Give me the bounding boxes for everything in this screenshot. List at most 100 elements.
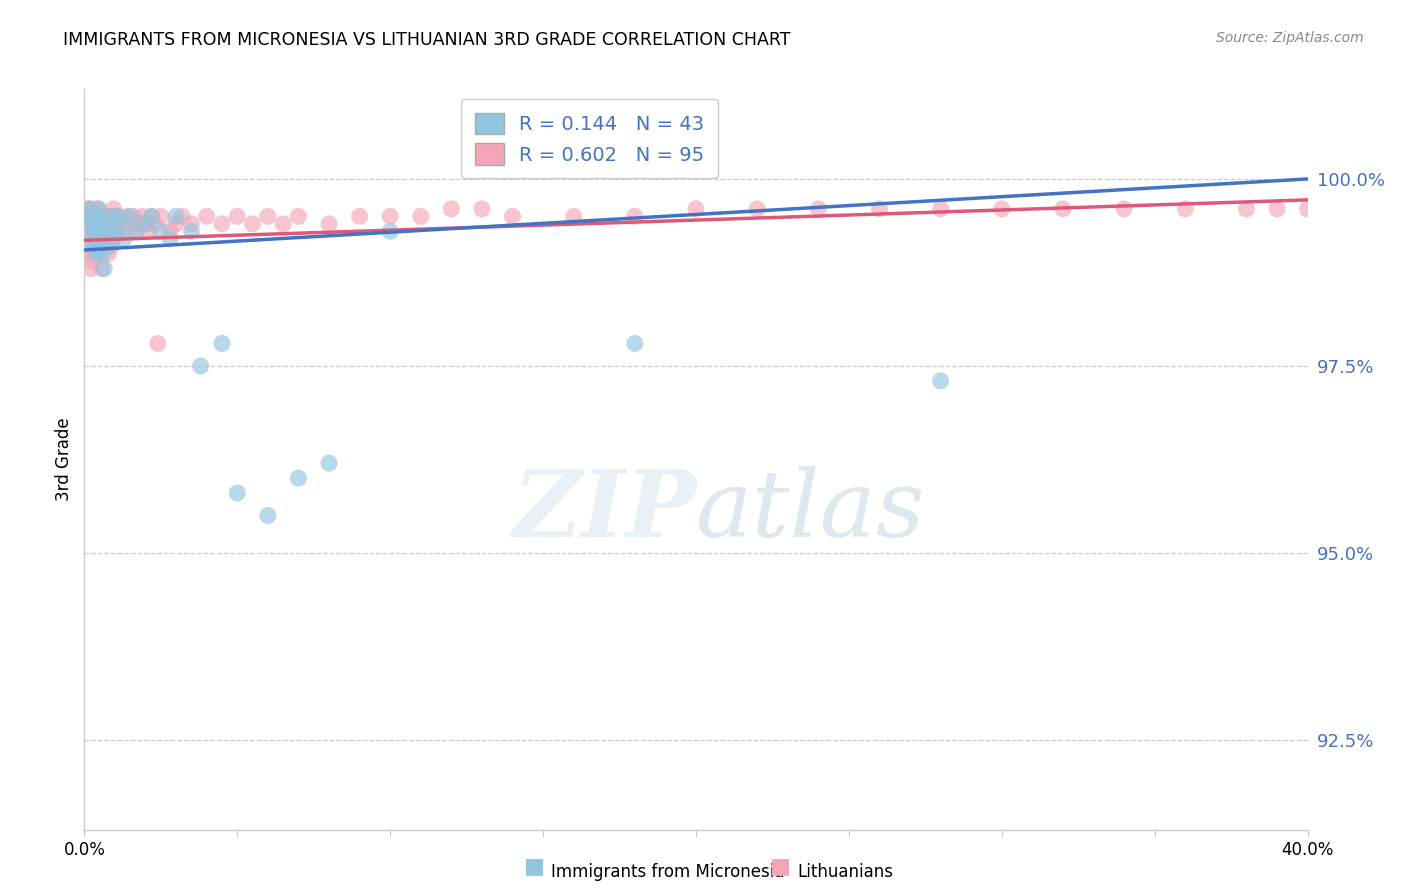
Point (1265, 202, 1288, 216)
Point (195, 210, 218, 224)
Point (91, 217, 114, 231)
Point (103, 202, 125, 216)
Point (562, 210, 585, 224)
Text: IMMIGRANTS FROM MICRONESIA VS LITHUANIAN 3RD GRADE CORRELATION CHART: IMMIGRANTS FROM MICRONESIA VS LITHUANIAN… (63, 31, 790, 49)
Point (83, 224, 105, 238)
Point (172, 210, 194, 224)
Point (807, 202, 830, 216)
Point (89, 210, 111, 224)
Point (80, 217, 103, 231)
Point (104, 217, 127, 231)
Point (143, 217, 166, 231)
Point (87, 202, 110, 216)
Point (80, 202, 103, 216)
Point (190, 359, 212, 373)
Point (128, 217, 150, 231)
Point (82, 254, 104, 268)
Point (211, 336, 233, 351)
Text: Source: ZipAtlas.com: Source: ZipAtlas.com (1216, 31, 1364, 45)
Point (318, 217, 340, 231)
Point (77, 239, 100, 253)
Point (80, 210, 103, 224)
Point (110, 217, 132, 231)
Point (869, 202, 891, 216)
Point (624, 210, 647, 224)
Point (107, 210, 129, 224)
Point (97, 224, 120, 238)
Point (77, 210, 100, 224)
Point (89, 217, 111, 231)
Point (86, 210, 108, 224)
Point (165, 210, 187, 224)
Text: ZIP: ZIP (512, 467, 696, 557)
Point (79, 246, 101, 260)
Point (226, 486, 249, 500)
Point (380, 210, 402, 224)
Legend: R = 0.144   N = 43, R = 0.602   N = 95: R = 0.144 N = 43, R = 0.602 N = 95 (461, 99, 718, 178)
Point (79, 224, 101, 238)
Point (98, 224, 121, 238)
Point (112, 232, 135, 246)
Point (380, 224, 402, 238)
Point (84, 224, 107, 238)
Point (84, 232, 107, 246)
Point (1296, 202, 1319, 216)
Point (125, 224, 148, 238)
Point (90, 261, 112, 276)
Point (471, 202, 494, 216)
Point (87, 239, 110, 253)
Point (146, 336, 169, 351)
Point (87, 210, 110, 224)
Point (135, 217, 157, 231)
Point (86, 217, 108, 231)
Point (226, 210, 249, 224)
Point (125, 224, 148, 238)
Point (104, 224, 127, 238)
Y-axis label: 3rd Grade: 3rd Grade (55, 417, 73, 501)
Point (502, 210, 524, 224)
Point (79, 210, 101, 224)
Point (93, 210, 115, 224)
Point (83, 239, 105, 253)
Point (94, 232, 117, 246)
Point (409, 210, 432, 224)
Point (91, 246, 114, 260)
Point (165, 217, 187, 231)
Point (180, 224, 202, 238)
Point (271, 217, 294, 231)
Point (86, 202, 108, 216)
Point (287, 471, 309, 485)
Text: Immigrants from Micronesia: Immigrants from Micronesia (551, 863, 785, 881)
Point (82, 232, 104, 246)
Point (180, 217, 202, 231)
Point (84, 224, 107, 238)
Point (211, 217, 233, 231)
Text: ■: ■ (770, 856, 790, 876)
Point (991, 202, 1014, 216)
Point (149, 224, 172, 238)
Point (76, 232, 98, 246)
Point (91, 210, 114, 224)
Point (141, 210, 163, 224)
Point (94, 217, 117, 231)
Point (1174, 202, 1197, 216)
Point (97, 217, 120, 231)
Point (101, 217, 124, 231)
Point (96, 232, 118, 246)
Point (107, 210, 129, 224)
Point (120, 210, 142, 224)
Point (93, 261, 115, 276)
Point (1236, 202, 1258, 216)
Point (87, 224, 110, 238)
Point (86, 246, 108, 260)
Point (77, 217, 100, 231)
Point (105, 224, 128, 238)
Point (149, 210, 172, 224)
Point (103, 232, 125, 246)
Point (96, 239, 118, 253)
Point (100, 239, 122, 253)
Text: atlas: atlas (696, 467, 925, 557)
Point (131, 210, 153, 224)
Point (349, 210, 371, 224)
Point (83, 210, 105, 224)
